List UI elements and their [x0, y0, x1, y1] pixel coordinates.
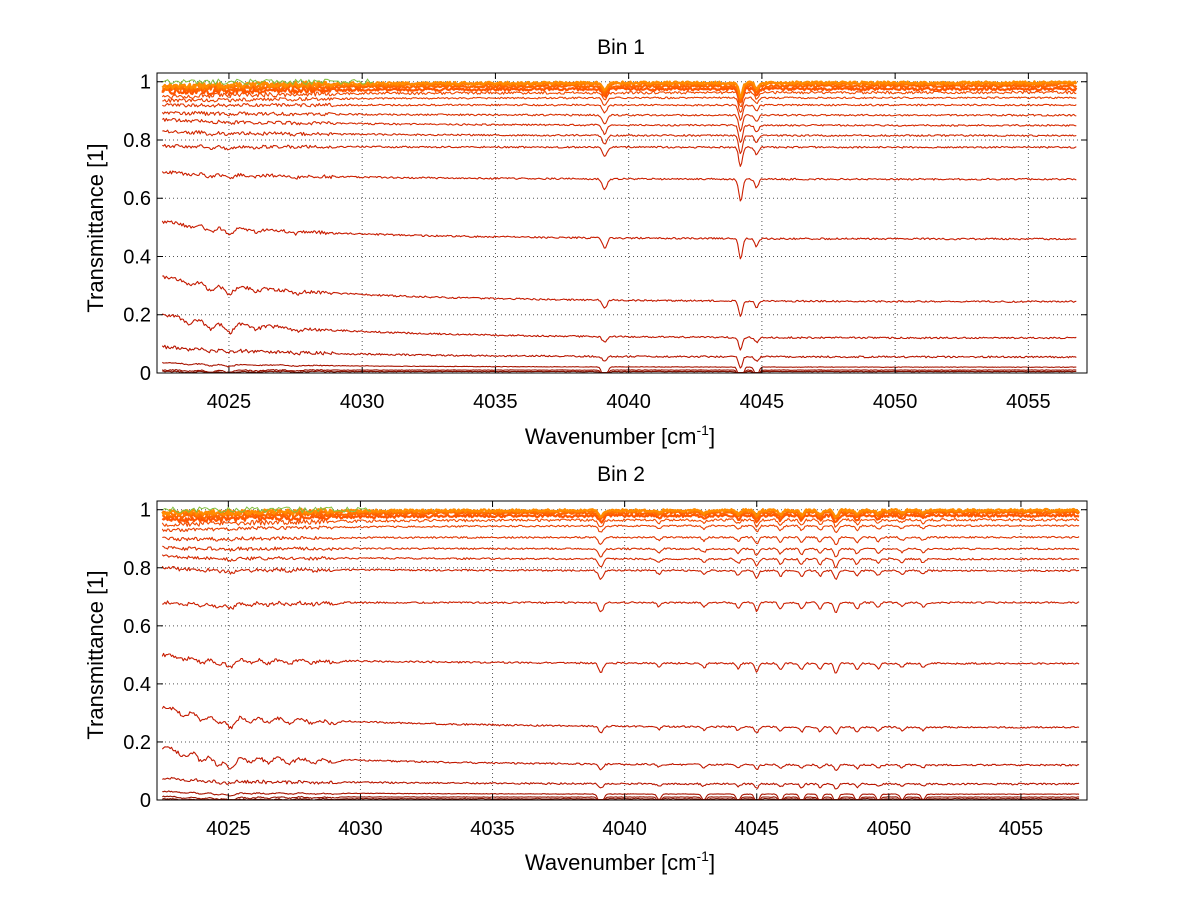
- series-line: [162, 506, 372, 514]
- x-tick-label: 4055: [1006, 391, 1051, 413]
- y-tick-label: 0.2: [123, 305, 151, 327]
- series-line: [162, 78, 373, 86]
- y-tick-label: 0.8: [123, 130, 151, 152]
- series-line: [162, 545, 1080, 558]
- x-tick-label: 4040: [602, 818, 647, 840]
- series-line: [162, 102, 1077, 121]
- chart-panel-bin-2: Bin 2 4025 4030 4035 4040 4045 4050 4055 00.20…: [83, 463, 1088, 875]
- series-line: [162, 795, 1080, 801]
- x-axis-ticks: 4025 4030 4035 4040 4045 4050 4055: [206, 501, 1043, 840]
- series-line: [162, 370, 1077, 374]
- series-line: [161, 746, 1080, 771]
- series-line: [161, 705, 1080, 735]
- y-axis-label: Transmittance [1]: [83, 570, 108, 739]
- x-tick-label: 4025: [207, 391, 252, 413]
- y-tick-label: 0.2: [123, 732, 151, 754]
- series-line: [161, 554, 1080, 569]
- y-tick-label: 0.8: [123, 558, 151, 580]
- y-axis-ticks: 0 0.2 0.4 0.6 0.8 1: [123, 72, 1087, 385]
- series-line: [161, 83, 1078, 103]
- series-line: [161, 86, 1078, 104]
- series-line: [161, 117, 1077, 143]
- series-group: [161, 78, 1078, 374]
- series-line: [161, 565, 1080, 580]
- series-line: [161, 90, 1077, 107]
- x-tick-label: 4030: [340, 391, 385, 413]
- x-tick-label: 4040: [606, 391, 651, 413]
- series-line: [162, 776, 1080, 790]
- x-tick-label: 4035: [473, 391, 518, 413]
- chart-title: Bin 1: [597, 36, 645, 59]
- series-line: [161, 518, 1080, 528]
- chart-panel-bin-1: Bin 1 4025 4030 4035 4040 4045 4050 4055 00.20…: [83, 36, 1088, 449]
- series-line: [162, 600, 1080, 614]
- axes-frame: [156, 500, 1088, 801]
- x-tick-label: 4050: [873, 391, 918, 413]
- x-tick-label: 4050: [867, 818, 912, 840]
- x-tick-label: 4030: [338, 818, 383, 840]
- y-axis-label: Transmittance [1]: [83, 143, 108, 312]
- series-line: [161, 524, 1080, 534]
- y-tick-label: 0.6: [123, 188, 151, 210]
- y-tick-label: 0: [140, 790, 151, 812]
- y-tick-label: 0.6: [123, 616, 151, 638]
- series-line: [161, 110, 1077, 132]
- y-tick-label: 0.4: [123, 674, 151, 696]
- chart-title: Bin 2: [597, 463, 645, 486]
- series-line: [161, 652, 1080, 674]
- series-line: [162, 361, 1077, 374]
- series-line: [161, 220, 1077, 260]
- series-line: [161, 344, 1077, 369]
- y-tick-label: 1: [140, 500, 151, 522]
- x-tick-label: 4055: [999, 818, 1044, 840]
- x-tick-label: 4045: [734, 818, 779, 840]
- x-tick-label: 4035: [470, 818, 515, 840]
- x-tick-label: 4045: [740, 391, 785, 413]
- series-line: [161, 507, 1080, 519]
- x-axis-ticks: 4025 4030 4035 4040 4045 4050 4055: [207, 73, 1051, 413]
- series-line: [162, 96, 1077, 113]
- y-tick-label: 0: [140, 363, 151, 385]
- series-line: [161, 369, 1077, 374]
- series-line: [162, 790, 1080, 801]
- y-tick-label: 1: [140, 72, 151, 94]
- axes-frame: [156, 72, 1088, 374]
- x-axis-label: Wavenumber [cm-1]: [525, 848, 715, 875]
- x-axis-label: Wavenumber [cm-1]: [525, 422, 715, 449]
- series-line: [162, 313, 1077, 351]
- y-axis-ticks: 0 0.2 0.4 0.6 0.8 1: [123, 500, 1087, 812]
- series-line: [162, 275, 1077, 317]
- y-tick-label: 0.4: [123, 246, 151, 268]
- x-tick-label: 4025: [206, 818, 251, 840]
- series-line: [162, 535, 1080, 546]
- series-line: [162, 129, 1077, 155]
- series-line: [162, 143, 1077, 167]
- series-line: [161, 170, 1077, 202]
- series-line: [161, 80, 1078, 99]
